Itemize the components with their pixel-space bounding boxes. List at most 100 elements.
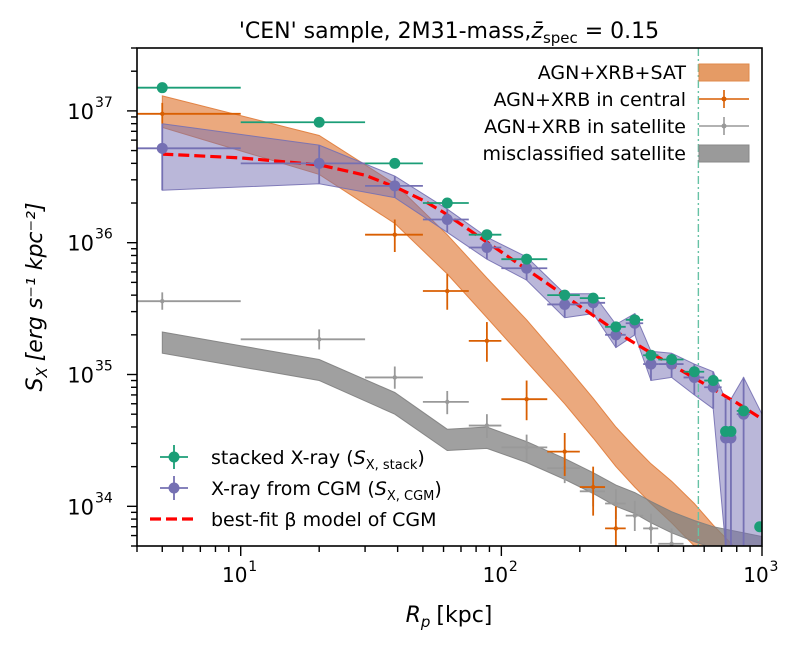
point-2-7 [605,506,626,546]
legend-bottom-label: best-fit β model of CGM [211,509,437,531]
band-0 [161,95,735,546]
sub: X, CGM [387,489,435,504]
marker [738,405,750,417]
marker [707,375,719,387]
legend-bottom-label: stacked X-ray (SX, stack) [211,447,425,473]
y-axis-sub: X [33,367,51,379]
marker [160,298,165,304]
points-layer [137,82,762,546]
marker [613,526,619,531]
marker [389,180,401,192]
marker [316,337,322,342]
marker [481,229,493,241]
x-axis-unit: [kpc] [436,603,492,628]
legend-top-label: AGN+XRB in satellite [484,116,686,138]
legend-top-marker [721,96,727,102]
sym: S [375,478,387,500]
x-axis-sub: p [420,613,431,631]
marker [666,353,678,365]
marker [725,425,737,437]
legend-top-label: AGN+XRB in central [493,89,686,111]
paren-open: ( [361,478,374,500]
y-axis-unit: [erg s⁻¹ kpc⁻²] [23,202,48,361]
y-tick-exp: 35 [95,359,113,375]
legend-top-swatch [698,144,750,163]
marker [629,314,641,326]
y-tick-exp: 34 [95,490,113,506]
y-tick-label: 10 [67,364,94,388]
title-z-value: 0.15 [610,19,659,44]
marker [610,321,622,333]
marker [613,501,619,506]
paren-close: ) [434,478,441,500]
point-0-10 [643,349,659,361]
paren-close: ) [417,447,424,469]
legend-top-swatch [698,63,750,82]
marker [313,116,325,128]
marker [481,241,493,253]
y-tick-label: 10 [67,232,94,256]
point-3-10 [643,513,659,544]
marker [648,526,654,531]
chart-title: 'CEN' sample, 2M31-mass,z̄spec = 0.15 [239,19,659,47]
point-3-3 [422,390,469,415]
marker [484,338,490,344]
marker [562,449,567,454]
point-0-12 [683,366,705,378]
x-tick-label: 10 [743,563,768,587]
legend-bottom-marker [168,451,180,463]
y-axis-label: SX [erg s⁻¹ kpc⁻²] [23,202,51,391]
beta-model-layer [162,152,762,421]
point-3-9 [625,500,644,531]
marker [688,366,700,378]
marker [754,521,762,533]
marker [156,82,168,94]
legend-bottom-label: X-ray from CGM (SX, CGM) [211,478,442,504]
point-2-5 [547,432,580,476]
x-tick-exp: 2 [509,559,518,575]
point-2-3 [468,322,502,362]
point-3-5 [501,434,548,462]
marker [559,289,571,301]
point-3-2 [365,366,423,389]
marker [559,298,571,310]
legends-layer: AGN+XRB+SAT AGN+XRB in central AGN+XRB in … [150,62,750,531]
marker [590,484,596,490]
y-tick-label: 10 [67,100,94,124]
point-1-1 [240,145,366,184]
title-zbar: z̄ [530,19,543,44]
x-tick-exp: 1 [248,559,257,575]
x-tick-label: 10 [222,563,247,587]
point-2-4 [501,380,548,421]
point-3-4 [468,414,502,438]
point-2-0 [137,102,241,124]
point-0-13 [704,375,722,387]
legend-top-label: AGN+XRB+SAT [538,62,687,84]
marker [524,445,529,450]
point-2-6 [579,466,606,516]
point-0-2 [365,157,423,169]
marker [484,423,490,428]
marker [392,375,397,380]
y-tick-label: 10 [67,495,94,519]
marker [669,541,674,546]
point-0-17 [754,521,762,533]
chart-title-main: 'CEN' sample, 2M31-mass, [239,19,532,44]
plot-frame [136,47,763,547]
marker [521,262,533,274]
x-tick-exp: 3 [770,559,779,575]
marker [441,197,453,209]
title-spec-sub: spec [543,29,578,47]
paren-open: ( [340,447,353,469]
point-1-3 [422,209,469,233]
marker [521,253,533,265]
marker [632,513,637,518]
x-tick-label: 10 [483,563,508,587]
beta-model-line [162,152,762,421]
point-1-0 [137,123,241,191]
marker [156,142,168,154]
marker [160,111,165,117]
point-0-4 [468,229,502,241]
